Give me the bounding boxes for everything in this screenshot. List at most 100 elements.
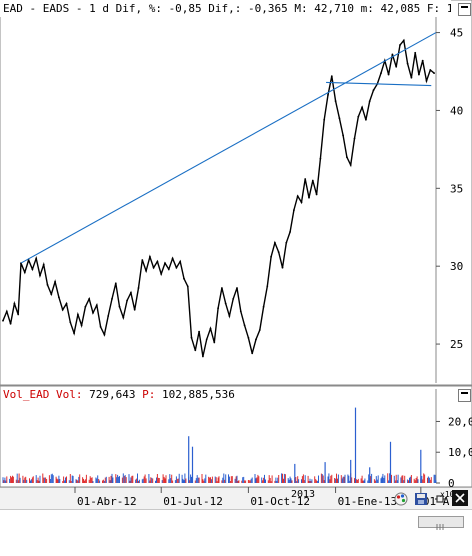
volume-tick-label: 10,0 (448, 446, 472, 459)
time-scrollbar[interactable] (0, 509, 472, 556)
price-point (289, 231, 291, 233)
price-point (217, 307, 220, 310)
price-point (73, 332, 75, 335)
price-point (315, 193, 318, 196)
price-point (293, 209, 295, 212)
volume-panel-collapse-button[interactable] (458, 389, 471, 402)
x-axis-bar (0, 487, 472, 510)
price-point (353, 137, 356, 140)
price-point (130, 291, 132, 294)
price-point (186, 285, 189, 288)
price-point (395, 65, 398, 68)
price-point (39, 274, 41, 277)
x-tick-label: 01-Jul-12 (163, 495, 223, 508)
p-label: P: (142, 388, 156, 401)
save-button[interactable] (414, 491, 428, 505)
volume-panel-frame (0, 385, 472, 488)
price-point (327, 94, 329, 96)
price-header: EAD - EADS - 1 d Dif, %: -0,85 Dif,: -0,… (0, 0, 451, 17)
price-point (380, 72, 382, 74)
price-point (323, 118, 326, 121)
price-point (69, 321, 72, 324)
price-point (365, 118, 367, 121)
price-point (221, 287, 223, 289)
price-point (198, 330, 201, 333)
p-value: 102,885,536 (161, 388, 235, 401)
trendlines (20, 32, 437, 264)
volume-label: Vol_EAD Vol: (3, 388, 83, 401)
price-point (95, 304, 98, 306)
price-point (80, 324, 83, 327)
price-point (17, 313, 20, 316)
price-tick-label: 35 (450, 182, 463, 195)
trendline (326, 81, 432, 87)
price-point (300, 201, 303, 204)
volume-tick-label: 20,0 (448, 415, 472, 428)
price-point (296, 195, 299, 198)
price-point (361, 106, 363, 109)
price-point (342, 134, 344, 137)
price-point (65, 302, 68, 305)
x-tick-label: 01-Abr-12 (77, 495, 137, 508)
price-point (357, 115, 360, 118)
price-point (175, 266, 178, 269)
price-point (2, 319, 4, 322)
price-point (311, 179, 314, 182)
price-point (334, 100, 337, 102)
minimize-icon (461, 392, 468, 399)
close-chart-button[interactable] (452, 490, 468, 506)
price-point (277, 251, 280, 254)
price-point (194, 349, 197, 352)
volume-header: Vol_EAD Vol: 729,643 P: 102,885,536 (0, 386, 423, 403)
price-point (232, 298, 235, 300)
price-point (152, 266, 155, 269)
color-palette-button[interactable] (394, 491, 408, 506)
price-point (133, 308, 136, 311)
price-point (149, 255, 151, 258)
price-point (236, 287, 238, 289)
price-point (58, 296, 60, 299)
scrollbar-thumb[interactable] (418, 516, 464, 530)
grip-icon (436, 524, 444, 530)
price-point (5, 310, 8, 313)
price-point (179, 260, 182, 263)
trendline (20, 32, 437, 264)
price-point (205, 338, 208, 341)
price-point (171, 257, 174, 260)
price-point (88, 298, 91, 300)
price-point (126, 299, 128, 302)
price-point (9, 322, 12, 325)
palette-icon (394, 492, 408, 506)
price-point (402, 39, 405, 42)
price-point (145, 270, 148, 272)
price-point (406, 62, 409, 65)
save-icon (415, 493, 427, 505)
volume-bars (2, 407, 437, 483)
price-point (54, 280, 56, 283)
price-point (421, 59, 424, 62)
price-series (2, 38, 435, 358)
price-point (160, 273, 163, 275)
price-point (270, 255, 272, 258)
price-point (274, 241, 276, 244)
price-point (137, 287, 140, 289)
price-panel (0, 0, 472, 386)
price-point (372, 89, 375, 92)
price-point (418, 73, 420, 76)
price-point (433, 72, 435, 74)
price-point (46, 284, 49, 286)
price-point (281, 266, 284, 269)
price-point (35, 257, 38, 260)
price-point (368, 100, 371, 102)
price-point (50, 293, 53, 296)
price-point (262, 305, 265, 308)
price-point (122, 316, 125, 319)
price-point (258, 329, 261, 331)
pin-button[interactable] (434, 491, 448, 505)
price-point (429, 69, 432, 71)
price-point (167, 268, 170, 271)
close-icon (455, 493, 465, 503)
price-panel-collapse-button[interactable] (458, 3, 471, 16)
